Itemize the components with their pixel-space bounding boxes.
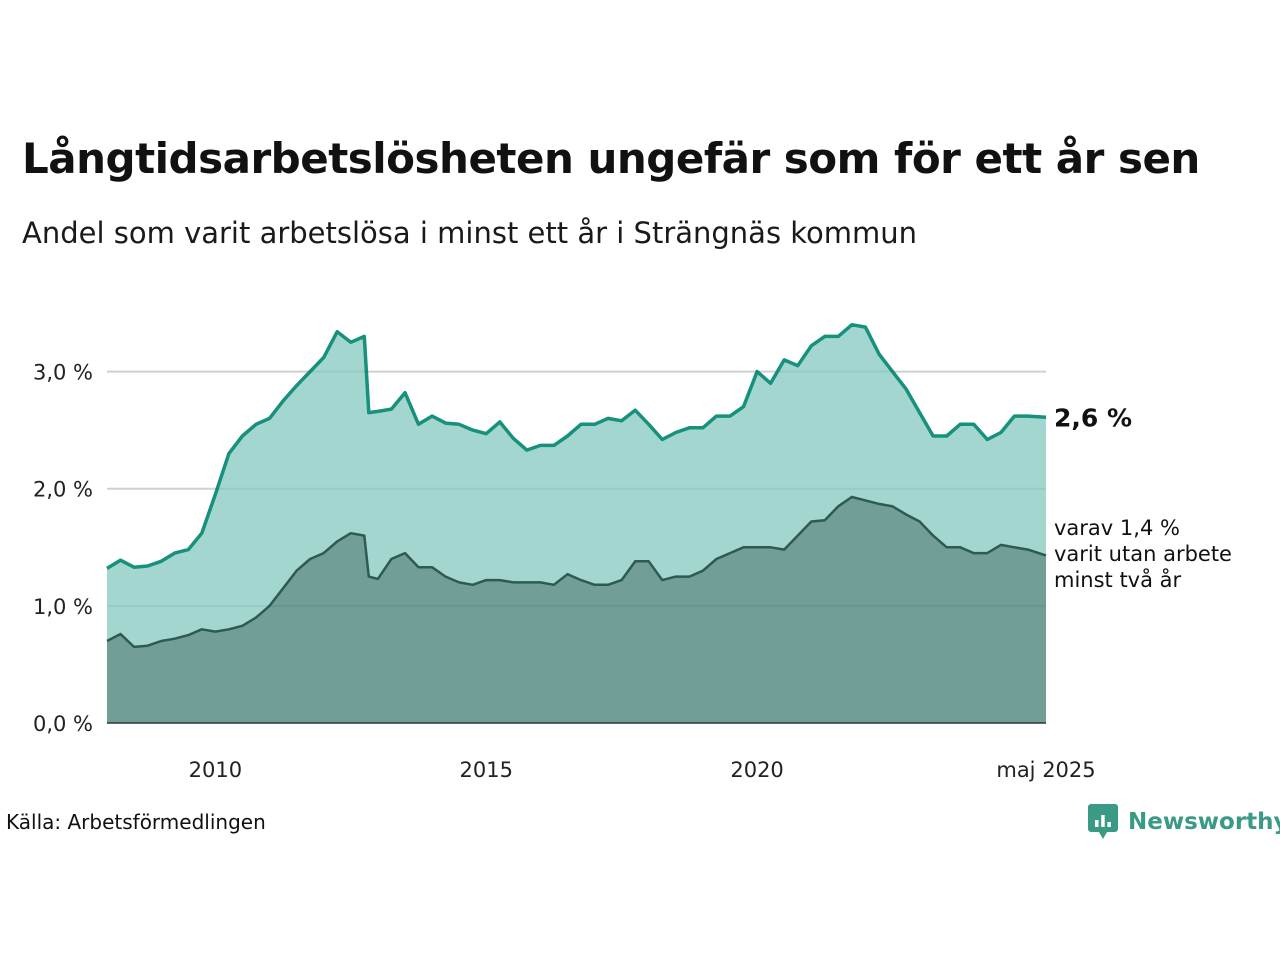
y-tick-label: 2,0 % (33, 478, 93, 502)
brand-name: Newsworthy (1128, 809, 1280, 835)
y-tick-label: 1,0 % (33, 595, 93, 619)
chart-subtitle: Andel som varit arbetslösa i minst ett å… (22, 216, 918, 250)
x-tick-label: maj 2025 (996, 758, 1095, 782)
area-two-year (107, 496, 1046, 723)
chart-title: Långtidsarbetslösheten ungefär som för e… (22, 134, 1200, 183)
x-tick-label: 2015 (459, 758, 512, 782)
total-end-label: 2,6 % (1054, 403, 1132, 432)
chart-areas (106, 322, 1047, 723)
line-two-year (106, 495, 1047, 649)
two-year-end-label-line: varit utan arbete (1054, 542, 1232, 566)
newsworthy-logo-icon (1088, 804, 1118, 839)
y-tick-label: 0,0 % (33, 712, 93, 736)
brand-logo: Newsworthy (1088, 804, 1280, 840)
y-tick-label: 3,0 % (33, 361, 93, 385)
x-tick-label: 2010 (189, 758, 242, 782)
source-note: Källa: Arbetsförmedlingen (6, 810, 266, 834)
two-year-end-label-line: varav 1,4 % (1054, 516, 1180, 540)
chart-axes: 0,0 % 1,0 % 2,0 % 3,0 % 2010 2015 2020 maj 2025 (33, 361, 1096, 782)
x-tick-label: 2020 (730, 758, 783, 782)
line-total (106, 322, 1047, 570)
two-year-end-label-line: minst två år (1054, 567, 1182, 592)
